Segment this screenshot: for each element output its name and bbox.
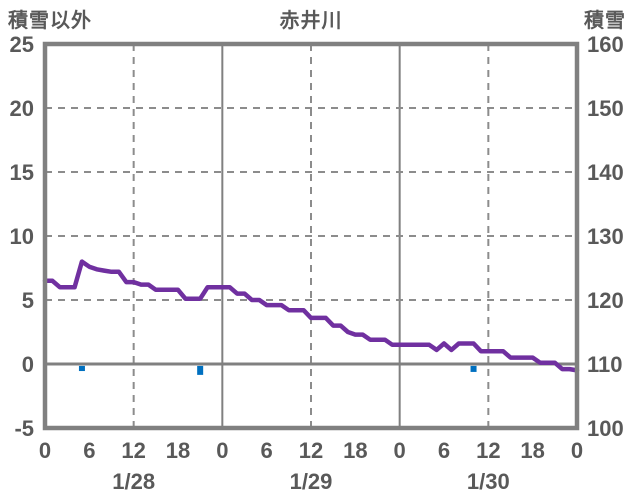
x-axis-tick-label: 0 — [39, 438, 51, 463]
y-axis-left-tick-label: 0 — [22, 352, 34, 377]
y-axis-left-tick-label: 15 — [10, 160, 34, 185]
plot-border — [42, 41, 580, 431]
x-axis-tick-label: 6 — [438, 438, 450, 463]
y-axis-right-tick-label: 130 — [587, 224, 624, 249]
y-axis-right-tick-label: 140 — [587, 160, 624, 185]
x-axis-tick-label: 0 — [216, 438, 228, 463]
y-axis-right-tick-label: 110 — [587, 352, 623, 377]
snow-depth-line — [42, 259, 580, 373]
x-axis-tick-label: 18 — [166, 438, 190, 463]
y-axis-left-tick-label: 5 — [22, 288, 34, 313]
x-axis-tick-label: 0 — [394, 438, 406, 463]
y-axis-left-tick-label: 20 — [10, 96, 34, 121]
y-axis-right-tick-label: 120 — [587, 288, 624, 313]
x-axis-tick-label: 18 — [343, 438, 367, 463]
snowfall-bar — [470, 365, 477, 372]
chart-title: 赤井川 — [279, 10, 343, 32]
y-axis-left-tick-label: -5 — [14, 416, 34, 441]
date-label: 1/30 — [467, 469, 510, 494]
x-axis-tick-label: 12 — [121, 438, 145, 463]
x-axis-tick-label: 18 — [520, 438, 544, 463]
date-label: 1/28 — [112, 469, 155, 494]
y-axis-right-tick-label: 160 — [587, 32, 624, 57]
left-axis-title: 積雪以外 — [8, 10, 92, 32]
y-axis-left-tick-label: 25 — [10, 32, 34, 57]
date-label: 1/29 — [290, 469, 333, 494]
x-axis-tick-label: 6 — [83, 438, 95, 463]
x-axis-tick-label: 12 — [299, 438, 323, 463]
x-axis-tick-label: 12 — [476, 438, 500, 463]
y-axis-left-tick-label: 10 — [10, 224, 34, 249]
right-axis-title: 積雪 — [584, 10, 626, 32]
x-axis-tick-label: 6 — [261, 438, 273, 463]
x-axis-tick-label: 0 — [571, 438, 583, 463]
snowfall-bar — [78, 365, 85, 372]
y-axis-right-tick-label: 100 — [587, 416, 624, 441]
y-axis-right-tick-label: 150 — [587, 96, 624, 121]
snowfall-bar — [197, 365, 204, 375]
